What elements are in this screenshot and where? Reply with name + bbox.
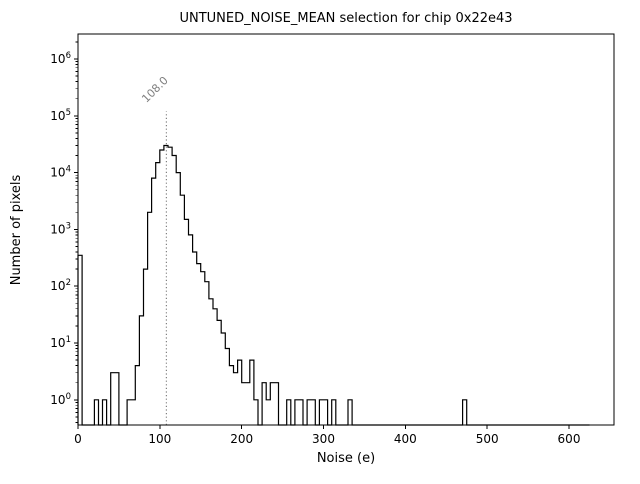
y-tick-label: 106 bbox=[50, 51, 71, 66]
x-axis-label: Noise (e) bbox=[317, 451, 375, 466]
x-tick-label: 100 bbox=[148, 432, 171, 446]
x-tick-label: 300 bbox=[312, 432, 335, 446]
histogram-step-line bbox=[77, 144, 590, 426]
y-tick-label: 104 bbox=[50, 165, 71, 180]
y-tick-label: 105 bbox=[50, 108, 71, 123]
y-axis-ticks: 100 101 102 103 104 105 106 bbox=[50, 51, 78, 407]
x-tick-label: 500 bbox=[476, 432, 499, 446]
x-tick-label: 400 bbox=[394, 432, 417, 446]
y-tick-label: 102 bbox=[50, 278, 71, 293]
y-axis-label: Number of pixels bbox=[9, 174, 24, 285]
threshold-label: 108.0 bbox=[139, 74, 170, 105]
y-tick-label: 100 bbox=[50, 392, 71, 407]
x-tick-label: 0 bbox=[74, 432, 82, 446]
chart-title: UNTUNED_NOISE_MEAN selection for chip 0x… bbox=[179, 11, 512, 26]
x-tick-label: 600 bbox=[558, 432, 581, 446]
x-tick-label: 200 bbox=[230, 432, 253, 446]
y-tick-label: 101 bbox=[50, 335, 71, 350]
y-tick-label: 103 bbox=[50, 221, 71, 236]
axes-border bbox=[77, 33, 615, 426]
x-axis-ticks: 0 100 200 300 400 500 600 bbox=[74, 425, 580, 446]
